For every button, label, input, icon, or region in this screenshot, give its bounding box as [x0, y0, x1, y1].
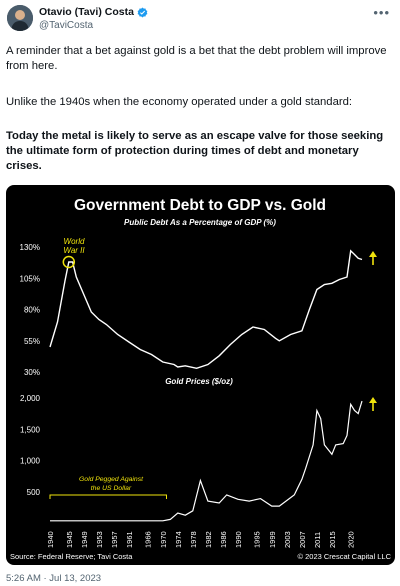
x-tick-label: 1957: [110, 531, 119, 548]
x-tick-label: 2003: [283, 531, 292, 548]
x-tick-label: 2020: [347, 531, 356, 548]
x-axis: 1940 1945 1949 1953 1957 1961 1966 1970 1974 1978…: [46, 531, 356, 548]
display-name[interactable]: Otavio (Tavi) Costa: [39, 6, 134, 18]
debt-ytick-label: 55%: [24, 337, 40, 346]
x-tick-label: 1990: [234, 531, 243, 548]
gold-ytick-label: 1,000: [20, 457, 41, 466]
tweet-paragraph-1: A reminder that a bet against gold is a …: [6, 45, 387, 72]
gold-ytick-label: 500: [27, 488, 41, 497]
x-tick-label: 1940: [46, 531, 55, 548]
x-tick-label: 1974: [174, 531, 183, 548]
author-name-row[interactable]: Otavio (Tavi) Costa: [39, 6, 148, 18]
gold-ytick-label: 1,500: [20, 425, 41, 434]
gold-ytick-label: 2,000: [20, 394, 41, 403]
tweet-paragraph-2: Unlike the 1940s when the economy operat…: [6, 96, 353, 108]
ww2-label-line2: War II: [63, 246, 85, 255]
debt-up-arrow: [369, 251, 377, 265]
x-tick-label: 1986: [219, 531, 228, 548]
chart-subtitle: Public Debt As a Percentage of GDP (%): [124, 218, 276, 227]
debt-ytick-label: 30%: [24, 368, 40, 377]
x-tick-label: 1978: [189, 531, 198, 548]
x-tick-label: 2011: [313, 532, 322, 548]
verified-badge-icon: [137, 7, 148, 18]
x-tick-label: 1966: [144, 531, 153, 548]
debt-ytick-label: 80%: [24, 306, 40, 315]
pegged-label-line2: the US Dollar: [91, 485, 132, 492]
avatar[interactable]: [7, 5, 33, 31]
debt-y-axis: 130% 105% 80% 55% 30%: [20, 243, 40, 377]
x-tick-label: 1945: [65, 531, 74, 548]
chart-copyright: © 2023 Crescat Capital LLC: [298, 552, 392, 561]
tweet-paragraph-3: Today the metal is likely to serve as an…: [6, 130, 384, 172]
debt-series-line: [49, 249, 363, 370]
gold-label: Gold Prices ($/oz): [165, 377, 233, 386]
x-tick-label: 1970: [159, 531, 168, 548]
chart-canvas: Government Debt to GDP vs. Gold Public D…: [10, 197, 392, 561]
pegged-bracket: [49, 494, 167, 499]
x-tick-label: 1982: [204, 531, 213, 548]
avatar-photo-icon: [7, 5, 33, 31]
tweet-timestamp[interactable]: 5:26 AM · Jul 13, 2023: [6, 573, 102, 584]
chart-source: Source: Federal Reserve; Tavi Costa: [10, 552, 133, 561]
x-tick-label: 1961: [125, 531, 134, 548]
more-horizontal-icon[interactable]: •••: [373, 5, 390, 20]
gold-series-line: [50, 400, 363, 522]
gold-y-axis: 2,000 1,500 1,000 500: [20, 394, 41, 497]
x-tick-label: 1995: [253, 531, 262, 548]
chart-title: Government Debt to GDP vs. Gold: [74, 197, 326, 214]
x-tick-label: 2007: [298, 531, 307, 548]
debt-ytick-label: 105%: [20, 274, 40, 283]
x-tick-label: 1949: [80, 531, 89, 548]
gold-up-arrow: [369, 397, 377, 411]
author-handle[interactable]: @TaviCosta: [39, 20, 94, 31]
tweet-header: Otavio (Tavi) Costa @TaviCosta •••: [4, 3, 396, 37]
ww2-marker: [62, 255, 76, 269]
x-tick-label: 1999: [268, 531, 277, 548]
x-tick-label: 1953: [95, 531, 104, 548]
chart-image[interactable]: Government Debt to GDP vs. Gold Public D…: [6, 185, 395, 565]
debt-ytick-label: 130%: [20, 243, 40, 252]
ww2-label-line1: World: [64, 237, 85, 246]
x-tick-label: 2015: [328, 531, 337, 548]
pegged-label-line1: Gold Pegged Against: [79, 476, 144, 483]
